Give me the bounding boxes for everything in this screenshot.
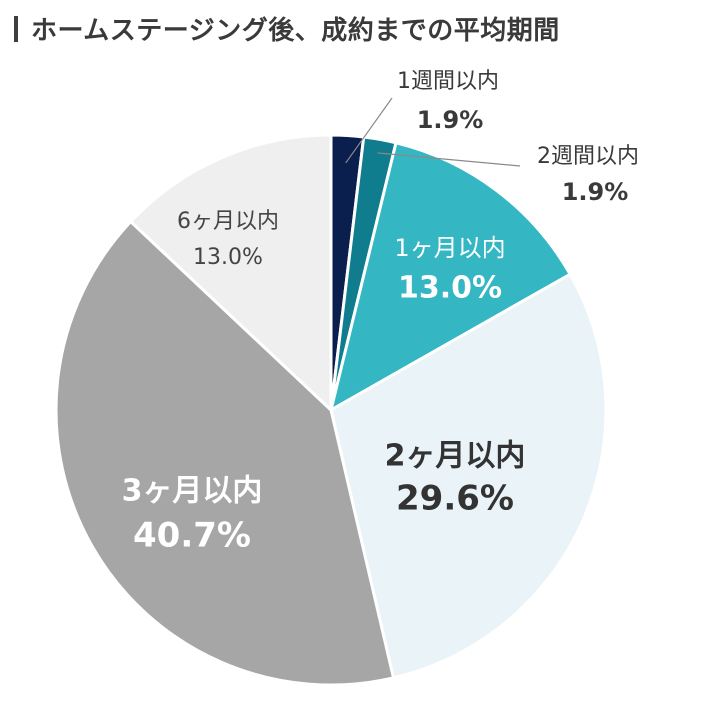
slice-value-1: 1.9% bbox=[417, 106, 484, 134]
leader-line-1 bbox=[345, 97, 393, 164]
pie-slice-6 bbox=[129, 133, 333, 412]
slice-label-3: 1ヶ月以内 bbox=[394, 234, 505, 262]
chart-title-group: ホームステージング後、成約までの平均期間 bbox=[14, 10, 560, 47]
slice-label-2: 2週間以内 bbox=[537, 144, 639, 169]
title-accent-bar bbox=[14, 15, 18, 42]
slice-label-1: 1週間以内 bbox=[397, 69, 499, 94]
pie-slices bbox=[54, 133, 608, 687]
slice-value-3: 13.0% bbox=[398, 271, 502, 306]
slice-label-5: 3ヶ月以内 bbox=[122, 474, 263, 509]
slice-value-4: 29.6% bbox=[396, 479, 514, 519]
slice-value-6: 13.0% bbox=[193, 245, 263, 270]
slice-label-4: 2ヶ月以内 bbox=[385, 439, 526, 474]
slice-label-6: 6ヶ月以内 bbox=[177, 209, 279, 234]
pie-slice-3 bbox=[329, 141, 572, 412]
pie-slice-4 bbox=[329, 272, 608, 680]
chart-title: ホームステージング後、成約までの平均期間 bbox=[31, 16, 560, 46]
slice-value-5: 40.7% bbox=[133, 516, 251, 556]
pie-slice-5 bbox=[54, 220, 395, 687]
pie-labels: 1週間以内 1.9% 2週間以内 1.9% 1ヶ月以内 13.0% 2ヶ月以内 29.6% 3ヶ… bbox=[122, 69, 639, 556]
leader-line-2 bbox=[377, 152, 521, 167]
slice-value-2: 1.9% bbox=[562, 178, 629, 206]
